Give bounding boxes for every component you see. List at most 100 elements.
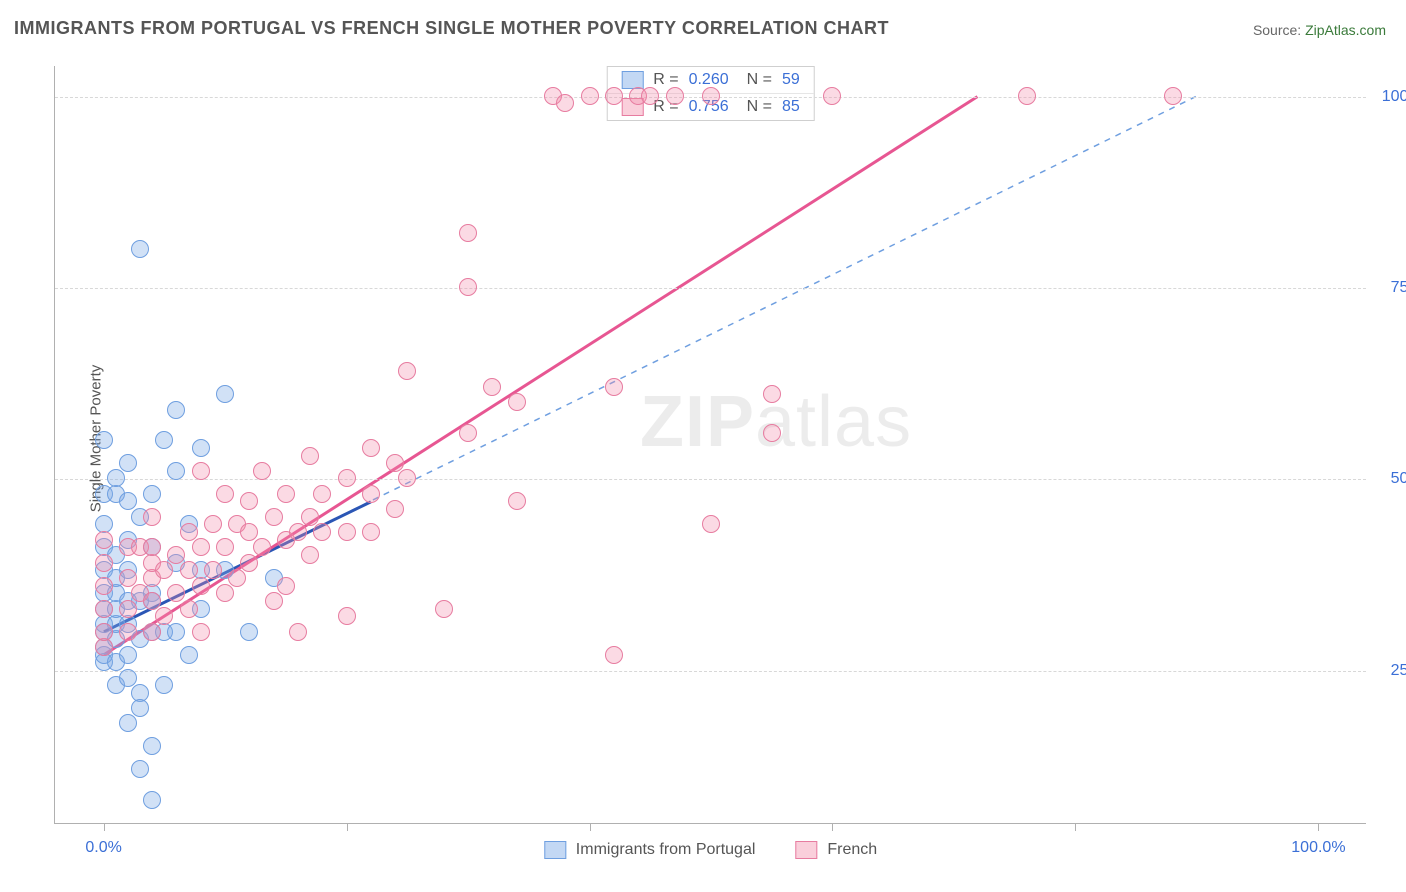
data-point <box>95 638 113 656</box>
data-point <box>435 600 453 618</box>
data-point <box>180 646 198 664</box>
data-point <box>362 439 380 457</box>
gridline-h <box>55 288 1366 289</box>
data-point <box>702 515 720 533</box>
data-point <box>289 623 307 641</box>
data-point <box>228 569 246 587</box>
data-point <box>119 646 137 664</box>
legend-n-value: 59 <box>782 71 800 89</box>
y-tick-label: 75.0% <box>1376 279 1406 297</box>
x-tick <box>832 823 833 831</box>
data-point <box>605 646 623 664</box>
legend-swatch <box>544 841 566 859</box>
data-point <box>216 385 234 403</box>
data-point <box>313 485 331 503</box>
data-point <box>192 577 210 595</box>
trend-lines-layer <box>55 66 1366 823</box>
data-point <box>192 462 210 480</box>
legend-n-value: 85 <box>782 98 800 116</box>
data-point <box>192 538 210 556</box>
data-point <box>362 523 380 541</box>
data-point <box>131 760 149 778</box>
data-point <box>131 699 149 717</box>
x-tick <box>1318 823 1319 831</box>
data-point <box>1164 87 1182 105</box>
data-point <box>192 439 210 457</box>
data-point <box>763 424 781 442</box>
chart-title: IMMIGRANTS FROM PORTUGAL VS FRENCH SINGL… <box>14 18 889 39</box>
data-point <box>95 577 113 595</box>
data-point <box>95 531 113 549</box>
data-point <box>253 538 271 556</box>
data-point <box>95 623 113 641</box>
legend-label: Immigrants from Portugal <box>576 841 756 859</box>
legend-item: Immigrants from Portugal <box>544 841 756 859</box>
data-point <box>180 600 198 618</box>
data-point <box>301 447 319 465</box>
y-tick-label: 100.0% <box>1376 88 1406 106</box>
data-point <box>143 592 161 610</box>
data-point <box>95 431 113 449</box>
data-point <box>277 485 295 503</box>
data-point <box>338 469 356 487</box>
data-point <box>167 401 185 419</box>
data-point <box>508 492 526 510</box>
data-point <box>459 424 477 442</box>
data-point <box>253 462 271 480</box>
data-point <box>483 378 501 396</box>
gridline-h <box>55 671 1366 672</box>
data-point <box>763 385 781 403</box>
data-point <box>143 623 161 641</box>
x-tick-label: 0.0% <box>85 839 121 857</box>
data-point <box>556 94 574 112</box>
x-tick-label: 100.0% <box>1291 839 1345 857</box>
data-point <box>119 714 137 732</box>
source-label: Source: <box>1253 22 1305 38</box>
data-point <box>581 87 599 105</box>
source-link[interactable]: ZipAtlas.com <box>1305 22 1386 38</box>
legend-n-label: N = <box>747 71 772 89</box>
data-point <box>119 569 137 587</box>
source-attribution: Source: ZipAtlas.com <box>1253 22 1386 38</box>
data-point <box>301 508 319 526</box>
data-point <box>143 508 161 526</box>
data-point <box>265 592 283 610</box>
legend-label: French <box>827 841 877 859</box>
legend-swatch <box>795 841 817 859</box>
data-point <box>143 737 161 755</box>
data-point <box>240 554 258 572</box>
data-point <box>143 538 161 556</box>
data-point <box>119 669 137 687</box>
data-point <box>265 508 283 526</box>
data-point <box>216 485 234 503</box>
data-point <box>180 561 198 579</box>
data-point <box>119 492 137 510</box>
data-point <box>192 623 210 641</box>
data-point <box>155 561 173 579</box>
data-point <box>204 561 222 579</box>
data-point <box>167 584 185 602</box>
y-tick-label: 50.0% <box>1376 470 1406 488</box>
data-point <box>386 500 404 518</box>
data-point <box>216 584 234 602</box>
x-tick <box>347 823 348 831</box>
data-point <box>155 607 173 625</box>
data-point <box>240 492 258 510</box>
data-point <box>398 362 416 380</box>
data-point <box>338 607 356 625</box>
data-point <box>398 469 416 487</box>
data-point <box>605 378 623 396</box>
data-point <box>119 623 137 641</box>
x-tick <box>590 823 591 831</box>
data-point <box>641 87 659 105</box>
data-point <box>362 485 380 503</box>
scatter-plot-area: ZIPatlas R =0.260N =59R =0.756N =85 Immi… <box>54 66 1366 824</box>
data-point <box>95 600 113 618</box>
legend-item: French <box>795 841 877 859</box>
data-point <box>338 523 356 541</box>
data-point <box>119 600 137 618</box>
data-point <box>702 87 720 105</box>
data-point <box>459 224 477 242</box>
data-point <box>119 454 137 472</box>
data-point <box>107 469 125 487</box>
